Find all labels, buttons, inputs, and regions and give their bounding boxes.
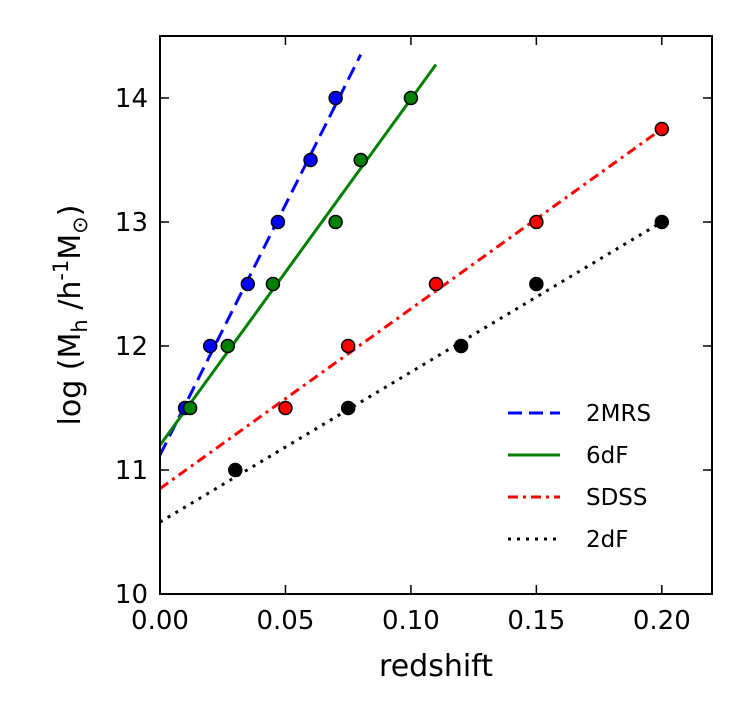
- data-point-sdss: [278, 400, 293, 416]
- y-tick-label: 11: [115, 456, 148, 486]
- data-point-2mrs: [270, 214, 286, 230]
- plot-layer: [160, 53, 670, 524]
- data-point-2df: [654, 214, 670, 230]
- y-axis-label-subscript-h: h: [68, 319, 92, 332]
- fit-line-2mrs: [160, 53, 363, 456]
- y-tick-label: 14: [115, 84, 148, 114]
- data-point-6df: [403, 90, 419, 106]
- x-tick-label: 0.05: [257, 606, 315, 636]
- legend-label-6df: 6dF: [586, 443, 628, 469]
- data-point-2df: [529, 276, 544, 292]
- plot-frame: [159, 35, 713, 595]
- fit-line-6df: [160, 63, 438, 447]
- data-point-6df: [265, 276, 281, 292]
- data-point-6df: [220, 338, 235, 354]
- y-tick-label: 12: [115, 332, 148, 362]
- legend-label-2df: 2dF: [586, 527, 628, 553]
- ticks-layer: 0.00 0.05 0.10 0.15 0.20 10 11 12 13 14: [115, 36, 712, 636]
- data-point-2df: [453, 338, 469, 354]
- data-point-2mrs: [240, 276, 256, 292]
- y-tick-label: 13: [115, 208, 148, 238]
- data-point-2mrs: [303, 152, 318, 168]
- data-point-sdss: [529, 214, 544, 230]
- data-point-sdss: [340, 338, 356, 354]
- fit-line-2df: [160, 220, 663, 524]
- y-axis-label: log (Mh /h-1M⊙): [49, 204, 92, 425]
- data-point-2df: [228, 462, 243, 478]
- legend: 2MRS 6dF SDSS 2dF: [508, 401, 651, 553]
- data-point-6df: [182, 400, 198, 416]
- data-point-2df: [340, 400, 356, 416]
- x-tick-label: 0.20: [633, 606, 691, 636]
- fit-lines: [160, 53, 663, 524]
- y-axis-label-subscript-sun: ⊙: [68, 216, 92, 234]
- data-point-sdss: [654, 121, 670, 137]
- data-points: [177, 90, 670, 478]
- legend-label-sdss: SDSS: [586, 485, 648, 511]
- x-tick-label: 0.10: [382, 606, 440, 636]
- data-point-sdss: [428, 276, 444, 292]
- data-point-2mrs: [328, 90, 343, 106]
- fit-line-sdss: [160, 127, 663, 490]
- data-point-6df: [328, 214, 343, 230]
- data-point-2mrs: [202, 338, 218, 354]
- x-axis-label: redshift: [379, 649, 493, 684]
- legend-label-2mrs: 2MRS: [586, 401, 651, 427]
- y-axis-label-exponent: -1: [49, 260, 73, 281]
- x-tick-label: 0.15: [507, 606, 565, 636]
- x-tick-label: 0.00: [131, 606, 189, 636]
- y-tick-label: 10: [115, 580, 148, 610]
- data-point-6df: [353, 152, 368, 168]
